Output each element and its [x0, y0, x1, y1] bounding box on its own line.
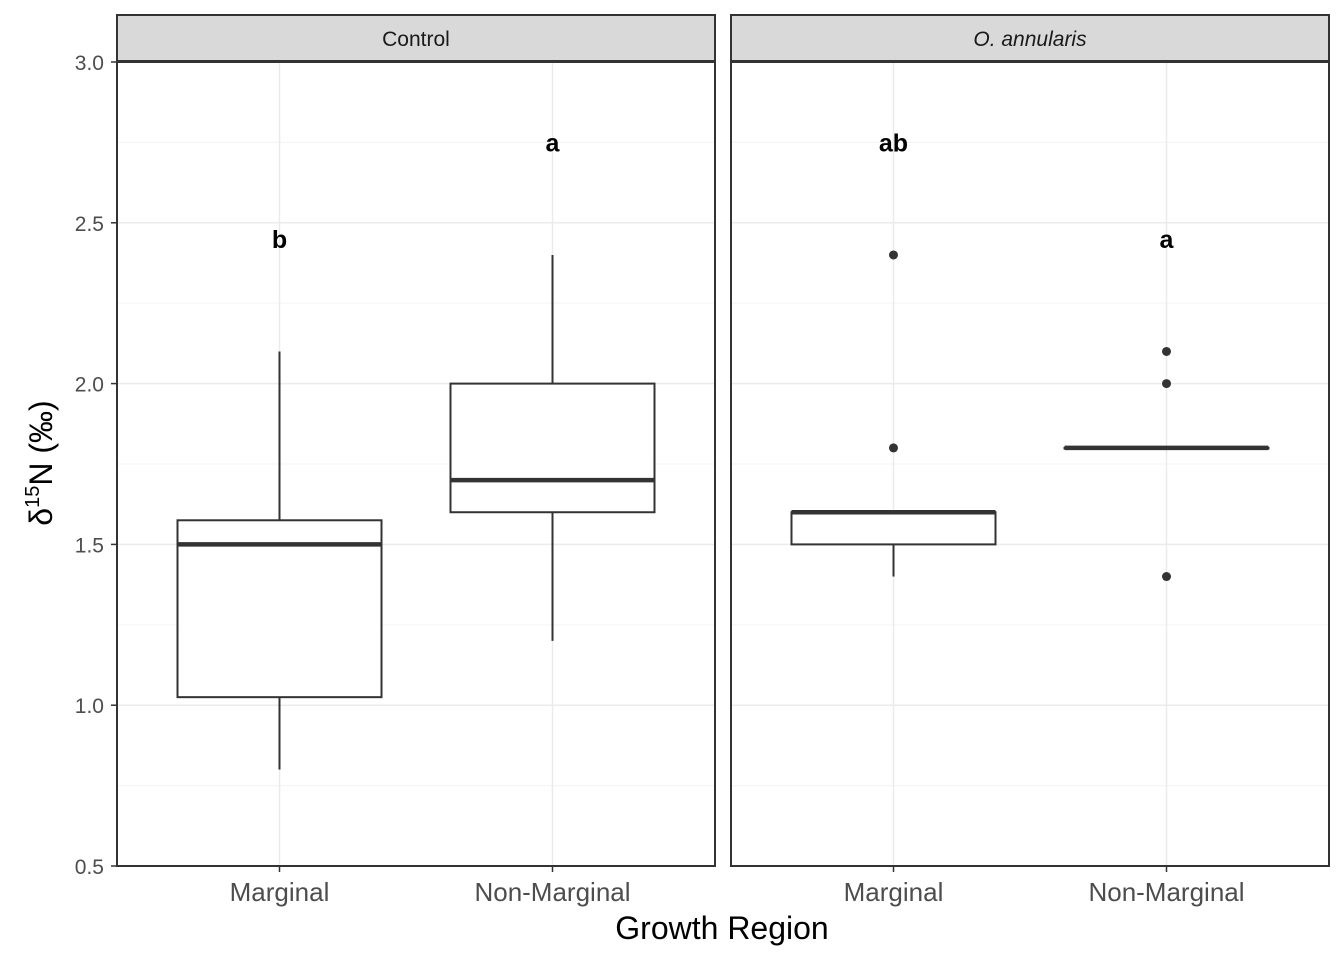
outlier-point: [1162, 379, 1171, 389]
y-axis-title-delta: δ: [23, 508, 59, 526]
significance-letter: a: [546, 129, 561, 157]
x-tick-label: Non-Marginal: [1088, 877, 1244, 907]
outlier-point: [889, 250, 898, 260]
box-iqr: [449, 382, 656, 514]
box-iqr: [790, 511, 997, 546]
y-tick-label: 2.0: [75, 374, 104, 397]
facet-strip: [116, 14, 716, 62]
box-non-marginal: a: [1063, 226, 1270, 582]
y-axis-title-superscript: 15: [22, 486, 44, 508]
y-tick-label: 1.5: [75, 534, 104, 557]
y-tick-label: 0.5: [75, 856, 104, 879]
y-axis-title: δ15N (‰): [22, 400, 59, 525]
outlier-point: [1162, 346, 1171, 356]
facet-strip: [730, 14, 1330, 62]
facet-strip-label: Control: [382, 28, 450, 51]
y-axis-title-rest: N (‰): [23, 400, 59, 485]
y-tick-label: 2.5: [75, 213, 104, 236]
x-tick-label: Marginal: [230, 877, 330, 907]
box-marginal: ab: [790, 129, 997, 577]
x-axis-title: Growth Region: [615, 910, 828, 946]
box-marginal: b: [176, 226, 383, 770]
outlier-point: [1162, 572, 1171, 582]
y-tick-label: 1.0: [75, 695, 104, 718]
x-tick-label: Non-Marginal: [474, 877, 630, 907]
x-tick-label: Marginal: [844, 877, 944, 907]
y-tick-label: 3.0: [75, 52, 104, 75]
significance-letter: b: [272, 226, 287, 254]
facet-strip-label: O. annularis: [973, 28, 1087, 51]
panels-layer: bMarginalaNon-MarginalControlabMarginala…: [116, 14, 1330, 907]
significance-letter: a: [1160, 226, 1175, 254]
y-axis: 0.5 1.0 1.5 2.0 2.5 3.0: [75, 52, 117, 879]
outlier-point: [889, 443, 898, 453]
facet-panel: b Marginal a Non-Marginal Control: [116, 14, 716, 907]
significance-letter: ab: [879, 129, 908, 157]
box-non-marginal: a: [449, 129, 656, 641]
box-iqr: [176, 519, 383, 699]
facet-panel: ab Marginal a Non-Marginal O. annularis: [730, 14, 1330, 907]
